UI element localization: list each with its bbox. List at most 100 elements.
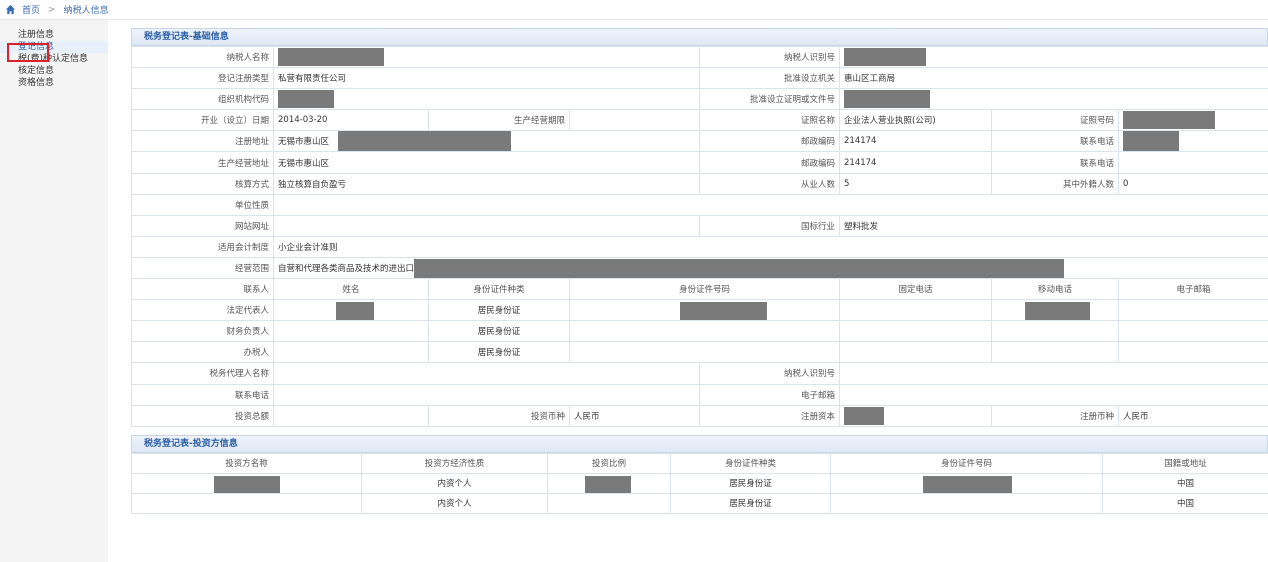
investor-header-name: 投资方名称: [131, 452, 362, 474]
contacts-header-id-no: 身份证件号码: [568, 278, 841, 301]
redacted-block: [338, 131, 511, 151]
investor-header-nationality: 国籍或地址: [1102, 452, 1268, 474]
sidebar-item-registration[interactable]: 注册信息: [18, 30, 55, 40]
postcode-label: 邮政编码: [699, 130, 841, 153]
op-addr-text: 无锡市惠山区: [278, 158, 330, 169]
contact-mobile: [991, 341, 1120, 364]
investor-id-no: [830, 472, 1103, 494]
sidebar-item-assessment[interactable]: 核定信息: [18, 66, 55, 76]
sidebar-item-tax-type[interactable]: 税(费)种认定信息: [18, 54, 89, 64]
table-row: 投资总额 投资币种 人民币 注册资本 注册币种 人民币: [131, 404, 1268, 427]
table-row: 联系电话 电子邮箱: [131, 383, 1268, 406]
contacts-header-mobile: 移动电话: [991, 278, 1120, 301]
sidebar-item-registration-info[interactable]: 登记信息: [0, 41, 108, 53]
table-row: 适用会计制度 小企业会计准则: [131, 235, 1268, 258]
home-icon[interactable]: [4, 4, 16, 16]
website-label: 网站网址: [131, 214, 274, 237]
contacts-header-email: 电子邮箱: [1118, 278, 1268, 301]
table-row: 纳税人名称 纳税人识别号: [131, 45, 1268, 69]
contact-id-no: [568, 320, 841, 343]
contact-name: [273, 299, 429, 322]
agent-id-label: 纳税人识别号: [699, 362, 841, 385]
contact-email: [1118, 341, 1268, 364]
investor-header-nature: 投资方经济性质: [361, 452, 548, 474]
breadcrumb-home-link[interactable]: 首页: [22, 6, 41, 16]
cert-name-value: 企业法人营业执照(公司): [839, 109, 993, 132]
contacts-header-id-type: 身份证件种类: [428, 278, 570, 301]
investor-header-id-type: 身份证件种类: [670, 452, 831, 474]
investor-nature: 内资个人: [361, 472, 548, 494]
phone-label: 联系电话: [991, 130, 1120, 153]
open-date-value: 2014-03-20: [273, 109, 429, 132]
investor-name: [131, 492, 362, 514]
taxpayer-id-value: [839, 45, 1268, 69]
breadcrumb-current-link[interactable]: 纳税人信息: [63, 6, 109, 16]
invest-total-label: 投资总额: [131, 404, 274, 427]
org-code-value: [272, 88, 701, 111]
table-row: 登记注册类型 私营有限责任公司 批准设立机关 惠山区工商局: [131, 67, 1268, 90]
scope-text: 自营和代理各类商品及技术的进出口业务: [278, 263, 432, 274]
reg-type-label: 登记注册类型: [131, 67, 274, 90]
table-row: 办税人 居民身份证: [131, 341, 1268, 364]
agent-phone-value: [272, 383, 701, 406]
investor-table: 投资方名称 投资方经济性质 投资比例 身份证件种类 身份证件号码 国籍或地址 内…: [131, 452, 1268, 514]
contact-landline: [839, 299, 993, 322]
postcode2-value: 214174: [839, 151, 993, 174]
scope-label: 经营范围: [131, 256, 274, 280]
breadcrumb: 首页 > 纳税人信息: [0, 0, 1268, 20]
cert-no-value: [1118, 109, 1268, 132]
op-period-label: 生产经营期限: [428, 109, 570, 132]
redacted-block: [844, 90, 931, 109]
op-addr-value: 无锡市惠山区: [272, 151, 701, 174]
agent-email-label: 电子邮箱: [699, 383, 841, 406]
main-content: 税务登记表-基础信息 纳税人名称 纳税人识别号 登记注册类型 私营有限责任公司 …: [131, 28, 1268, 514]
investor-id-type: 居民身份证: [670, 492, 831, 514]
agent-phone-label: 联系电话: [131, 383, 274, 406]
investor-nationality: 中国: [1102, 492, 1268, 514]
reg-type-value: 私营有限责任公司: [272, 67, 701, 90]
breadcrumb-separator: >: [48, 4, 56, 15]
reg-capital-label: 注册资本: [699, 404, 841, 427]
reg-addr-label: 注册地址: [131, 130, 274, 153]
taxpayer-name-value: [272, 45, 701, 69]
agent-email-value: [839, 383, 1268, 406]
foreign-staff-value: 0: [1118, 172, 1268, 195]
reg-currency-value: 人民币: [1118, 404, 1268, 427]
contact-role: 法定代表人: [131, 299, 274, 322]
contact-id-type: 居民身份证: [428, 299, 570, 322]
section-header-basic: 税务登记表-基础信息: [131, 28, 1268, 46]
redacted-block: [585, 475, 631, 493]
table-row: 单位性质: [131, 193, 1268, 216]
contact-mobile: [991, 299, 1120, 322]
contact-id-type: 居民身份证: [428, 320, 570, 343]
approval-org-value: 惠山区工商局: [839, 67, 1268, 90]
investor-name: [131, 472, 362, 494]
redacted-block: [278, 90, 334, 109]
reg-capital-value: [839, 404, 993, 427]
approval-doc-label: 批准设立证明或文件号: [699, 88, 841, 111]
contact-id-type: 居民身份证: [428, 341, 570, 364]
cert-no-label: 证照号码: [991, 109, 1120, 132]
table-row: 税务代理人名称 纳税人识别号: [131, 362, 1268, 385]
table-row: 生产经营地址 无锡市惠山区 邮政编码 214174 联系电话: [131, 151, 1268, 174]
section-header-investor: 税务登记表-投资方信息: [131, 434, 1268, 453]
taxpayer-id-label: 纳税人识别号: [699, 45, 841, 69]
contact-landline: [839, 320, 993, 343]
redacted-block: [923, 475, 1012, 493]
table-row: 网站网址 国标行业 塑料批发: [131, 214, 1268, 237]
unit-nature-label: 单位性质: [131, 193, 274, 216]
table-row: 财务负责人 居民身份证: [131, 320, 1268, 343]
agent-name-label: 税务代理人名称: [131, 362, 274, 385]
sidebar-item-qualification[interactable]: 资格信息: [18, 78, 55, 88]
basic-info-table: 纳税人名称 纳税人识别号 登记注册类型 私营有限责任公司 批准设立机关 惠山区工…: [131, 45, 1268, 427]
table-row: 内资个人 居民身份证 中国: [131, 492, 1268, 514]
agent-name-value: [272, 362, 701, 385]
op-period-value: [568, 109, 701, 132]
acc-system-label: 适用会计制度: [131, 235, 274, 258]
acc-system-value: 小企业会计准则: [272, 235, 1268, 258]
org-code-label: 组织机构代码: [131, 88, 274, 111]
redacted-block: [844, 406, 885, 425]
contact-id-no: [568, 299, 841, 322]
reg-addr-value: 无锡市惠山区: [272, 130, 701, 153]
contact-landline: [839, 341, 993, 364]
